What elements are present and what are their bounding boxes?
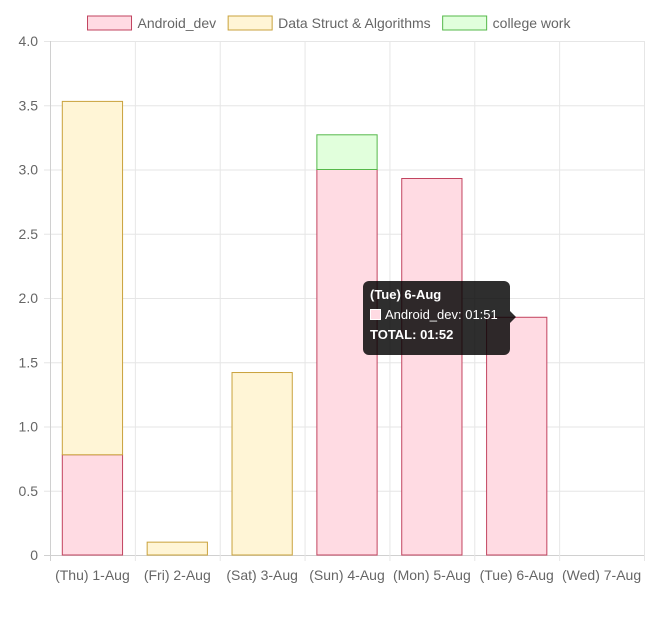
- x-tick-label: (Sun) 4-Aug: [309, 567, 384, 583]
- bar: [316, 134, 378, 170]
- x-tick-label: (Sat) 3-Aug: [226, 567, 298, 583]
- legend: Android_dev Data Struct & Algorithms colle…: [87, 15, 572, 31]
- y-axis-ticks: 0 0.5 1.0 1.5 2.0 2.5 3.0 3.5 4.0: [19, 33, 39, 563]
- legend-swatch: [87, 15, 133, 31]
- y-tick-label: 3.0: [19, 162, 39, 178]
- legend-label: college work: [493, 15, 572, 31]
- y-tick-label: 4.0: [19, 33, 39, 49]
- tooltip-title: (Tue) 6-Aug: [370, 287, 442, 302]
- bar: [316, 169, 378, 556]
- bars: [61, 100, 548, 556]
- legend-item: Android_dev: [87, 15, 217, 31]
- x-axis-ticks: (Thu) 1-Aug (Fri) 2-Aug (Sat) 3-Aug (Sun) 4…: [55, 567, 641, 583]
- legend-item: college work: [442, 15, 572, 31]
- y-tick-label: 3.5: [19, 97, 39, 113]
- y-tick-label: 0.5: [19, 483, 39, 499]
- y-tick-label: 0: [30, 547, 38, 563]
- y-tick-label: 2.5: [19, 226, 39, 242]
- bar: [486, 316, 548, 556]
- tooltip-row: Android_dev: 01:51: [370, 307, 502, 322]
- legend-label: Data Struct & Algorithms: [278, 15, 431, 31]
- bar: [401, 177, 463, 556]
- x-tick-label: (Fri) 2-Aug: [144, 567, 211, 583]
- x-tick-label: (Thu) 1-Aug: [55, 567, 130, 583]
- tooltip-line: Android_dev: 01:51: [385, 307, 498, 322]
- y-tick-label: 2.0: [19, 290, 39, 306]
- legend-swatch: [227, 15, 273, 31]
- legend-label: Android_dev: [138, 15, 217, 31]
- bar: [61, 100, 124, 456]
- x-tick-label: (Mon) 5-Aug: [393, 567, 471, 583]
- tooltip-caret: [510, 311, 516, 323]
- bar: [61, 454, 124, 556]
- y-tick-label: 1.0: [19, 419, 39, 435]
- tooltip-swatch: [370, 309, 381, 320]
- bar: [231, 372, 293, 556]
- legend-item: Data Struct & Algorithms: [227, 15, 431, 31]
- tooltip: (Tue) 6-Aug Android_dev: 01:51 TOTAL: 01…: [363, 281, 516, 355]
- y-tick-label: 1.5: [19, 354, 39, 370]
- x-tick-label: (Tue) 6-Aug: [480, 567, 554, 583]
- legend-swatch: [442, 15, 488, 31]
- x-tick-label: (Wed) 7-Aug: [562, 567, 641, 583]
- bar: [146, 541, 208, 556]
- tooltip-total: TOTAL: 01:52: [370, 327, 454, 342]
